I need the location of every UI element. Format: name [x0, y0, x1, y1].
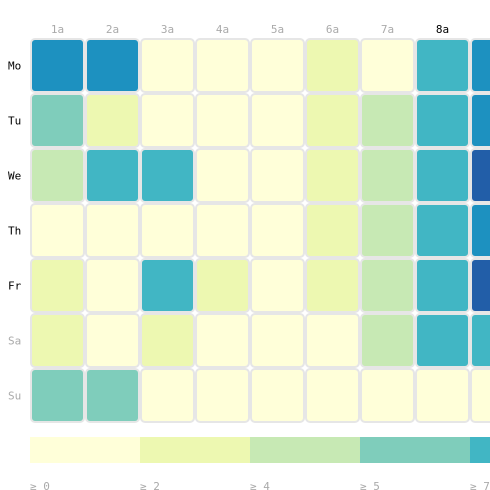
heatmap-cell-Fr-1a [30, 258, 85, 313]
heatmap-cell-Sa-5a [250, 313, 305, 368]
x-tick-label-4a: 4a [216, 23, 229, 36]
heatmap-cell-Mo-1a [30, 38, 85, 93]
heatmap-cell-Fr-6a [305, 258, 360, 313]
heatmap-cell-Th-2a [85, 203, 140, 258]
x-tick-label-2a: 2a [106, 23, 119, 36]
heatmap-cell-Su-5a [250, 368, 305, 423]
heatmap-cell-Mo-col9 [470, 38, 490, 93]
legend-swatch-1 [140, 437, 250, 463]
heatmap-cell-We-1a [30, 148, 85, 203]
heatmap-cell-Su-1a [30, 368, 85, 423]
heatmap-cell-Su-8a [415, 368, 470, 423]
heatmap-cell-Th-col9 [470, 203, 490, 258]
heatmap-cell-Mo-4a [195, 38, 250, 93]
heatmap-cell-Sa-4a [195, 313, 250, 368]
heatmap-cell-We-8a [415, 148, 470, 203]
heatmap-cell-Fr-8a [415, 258, 470, 313]
heatmap-cell-Fr-col9 [470, 258, 490, 313]
heatmap-cell-Su-2a [85, 368, 140, 423]
heatmap-cell-Tu-7a [360, 93, 415, 148]
legend-label-1: ≥ 2 [140, 480, 160, 490]
heatmap-cell-Fr-4a [195, 258, 250, 313]
heatmap-cell-Tu-col9 [470, 93, 490, 148]
y-tick-label-Tu: Tu [8, 115, 21, 128]
legend-label-2: ≥ 4 [250, 480, 270, 490]
x-tick-label-7a: 7a [381, 23, 394, 36]
heatmap-cell-Mo-6a [305, 38, 360, 93]
heatmap-cell-Th-5a [250, 203, 305, 258]
heatmap-cell-We-4a [195, 148, 250, 203]
heatmap-cell-We-col9 [470, 148, 490, 203]
heatmap-cell-Su-6a [305, 368, 360, 423]
heatmap-cell-Su-7a [360, 368, 415, 423]
heatmap-cell-Sa-col9 [470, 313, 490, 368]
heatmap-cell-Tu-4a [195, 93, 250, 148]
heatmap-cell-We-2a [85, 148, 140, 203]
heatmap-cell-Th-7a [360, 203, 415, 258]
heatmap-cell-Su-col9 [470, 368, 490, 423]
heatmap-cell-Fr-2a [85, 258, 140, 313]
heatmap-cell-Sa-8a [415, 313, 470, 368]
heatmap-cell-Sa-6a [305, 313, 360, 368]
legend-label-4: ≥ 7 [470, 480, 490, 490]
legend-swatch-0 [30, 437, 140, 463]
heatmap-cell-Sa-3a [140, 313, 195, 368]
heatmap-cell-Mo-7a [360, 38, 415, 93]
heatmap-cell-We-6a [305, 148, 360, 203]
heatmap-cell-Th-6a [305, 203, 360, 258]
heatmap-cell-We-3a [140, 148, 195, 203]
y-tick-label-We: We [8, 170, 21, 183]
x-tick-label-8a: 8a [436, 23, 449, 36]
heatmap-cell-Su-3a [140, 368, 195, 423]
heatmap-cell-Th-1a [30, 203, 85, 258]
heatmap-cell-Sa-1a [30, 313, 85, 368]
heatmap-cell-Fr-5a [250, 258, 305, 313]
heatmap-cell-Fr-7a [360, 258, 415, 313]
heatmap-cell-Th-8a [415, 203, 470, 258]
heatmap-cell-Mo-3a [140, 38, 195, 93]
legend-swatch-2 [250, 437, 360, 463]
y-tick-label-Fr: Fr [8, 280, 22, 293]
x-tick-label-5a: 5a [271, 23, 284, 36]
heatmap-cell-Tu-6a [305, 93, 360, 148]
heatmap-cell-Sa-7a [360, 313, 415, 368]
y-tick-label-Sa: Sa [8, 335, 21, 348]
x-tick-label-3a: 3a [161, 23, 174, 36]
heatmap-cell-Tu-8a [415, 93, 470, 148]
heatmap-cell-Th-3a [140, 203, 195, 258]
heatmap-cell-Tu-2a [85, 93, 140, 148]
heatmap-cell-Sa-2a [85, 313, 140, 368]
y-tick-label-Su: Su [8, 390, 21, 403]
heatmap-cell-Tu-5a [250, 93, 305, 148]
heatmap-cell-Tu-3a [140, 93, 195, 148]
heatmap-cell-Mo-2a [85, 38, 140, 93]
heatmap-cell-We-5a [250, 148, 305, 203]
x-tick-label-1a: 1a [51, 23, 64, 36]
heatmap-cell-Mo-5a [250, 38, 305, 93]
y-tick-label-Th: Th [8, 225, 21, 238]
legend-swatch-3 [360, 437, 470, 463]
heatmap-cell-Mo-8a [415, 38, 470, 93]
heatmap-cell-We-7a [360, 148, 415, 203]
x-tick-label-6a: 6a [326, 23, 339, 36]
heatmap-cell-Fr-3a [140, 258, 195, 313]
heatmap-cell-Tu-1a [30, 93, 85, 148]
legend-label-3: ≥ 5 [360, 480, 380, 490]
heatmap-cell-Su-4a [195, 368, 250, 423]
legend-swatch-4 [470, 437, 490, 463]
y-tick-label-Mo: Mo [8, 60, 21, 73]
legend-label-0: ≥ 0 [30, 480, 50, 490]
heatmap-cell-Th-4a [195, 203, 250, 258]
